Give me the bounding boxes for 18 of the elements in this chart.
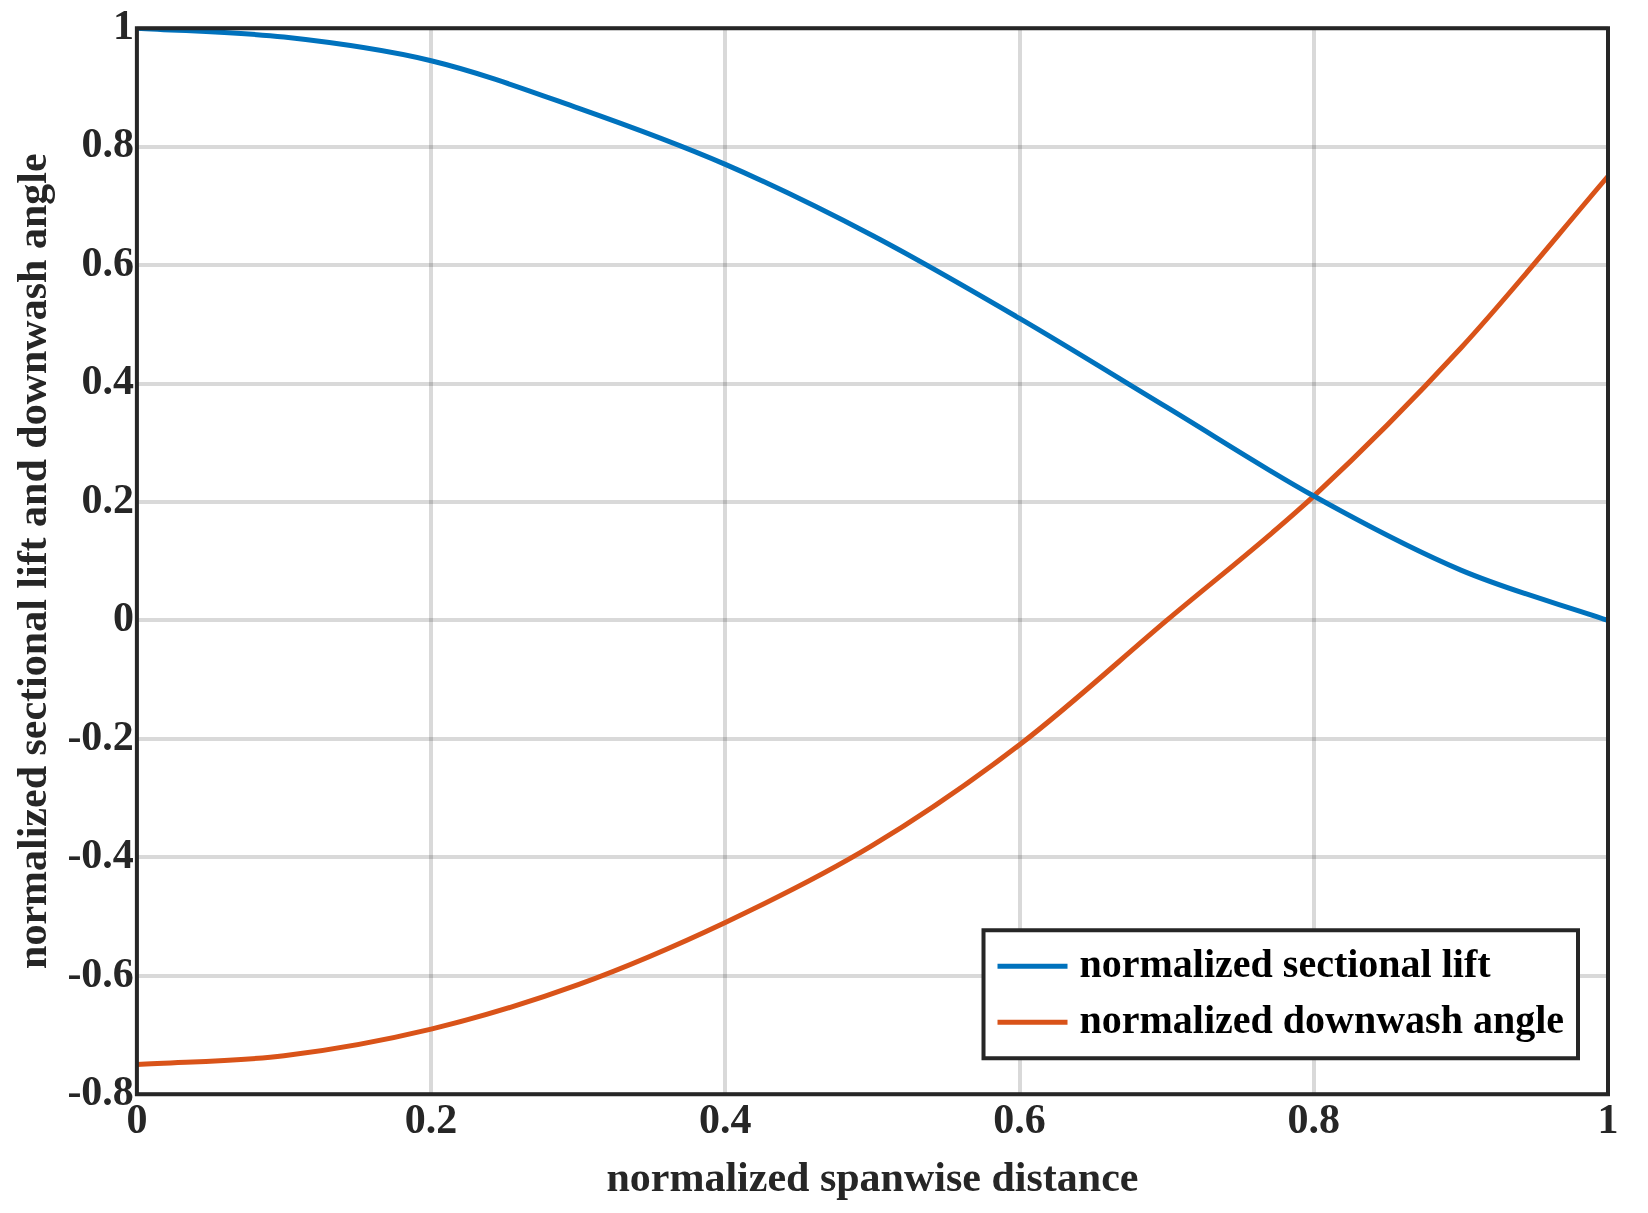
- y-tick-label: 1: [112, 2, 134, 49]
- x-tick-label: 0.8: [1287, 1096, 1341, 1143]
- legend-label: normalized sectional lift: [1079, 940, 1492, 986]
- x-tick-label: 0.6: [993, 1096, 1046, 1143]
- y-tick-label: 0: [112, 594, 134, 641]
- y-tick-label: -0.4: [67, 831, 134, 878]
- y-tick-label: 0.4: [81, 357, 134, 404]
- y-tick-label: -0.6: [67, 949, 134, 996]
- x-tick-label: 0.2: [404, 1096, 458, 1143]
- y-axis-title: normalized sectional lift and downwash angle: [9, 153, 56, 969]
- y-tick-label: 0.6: [81, 238, 134, 285]
- x-tick-label: 1: [1597, 1096, 1619, 1143]
- y-tick-label: 0.8: [81, 120, 134, 167]
- legend-label: normalized downwash angle: [1079, 996, 1565, 1042]
- y-tick-label: 0.2: [81, 475, 134, 522]
- x-tick-label: 0.4: [699, 1096, 752, 1143]
- x-axis-title: normalized spanwise distance: [606, 1153, 1139, 1200]
- y-tick-label: -0.2: [67, 712, 134, 759]
